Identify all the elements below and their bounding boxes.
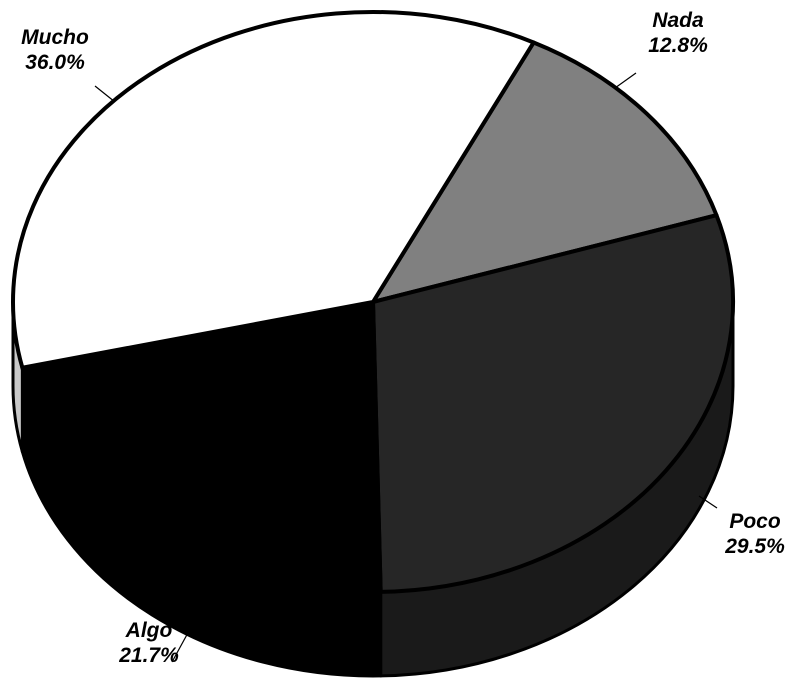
slice-label-mucho: Mucho bbox=[21, 26, 89, 49]
leader-line-algo bbox=[171, 619, 196, 663]
pie-slice-algo bbox=[20, 300, 383, 594]
slice-value-nada: 12.8% bbox=[648, 34, 708, 57]
slice-label-nada: Nada bbox=[652, 9, 704, 32]
pie-slice-poco bbox=[371, 213, 735, 594]
leader-line-poco bbox=[698, 495, 718, 509]
pie-slices bbox=[11, 10, 735, 594]
slice-label-poco: Poco bbox=[729, 510, 781, 533]
pie-slice-nada bbox=[371, 40, 719, 304]
slice-value-algo: 21.7% bbox=[118, 644, 179, 667]
leader-lines bbox=[94, 72, 718, 663]
slice-value-mucho: 36.0% bbox=[25, 51, 85, 74]
slice-label-algo: Algo bbox=[125, 619, 173, 642]
pie-slice-mucho bbox=[11, 10, 536, 370]
leader-line-nada bbox=[614, 72, 637, 89]
slice-value-poco: 29.5% bbox=[724, 535, 785, 558]
leader-line-mucho bbox=[94, 85, 116, 103]
